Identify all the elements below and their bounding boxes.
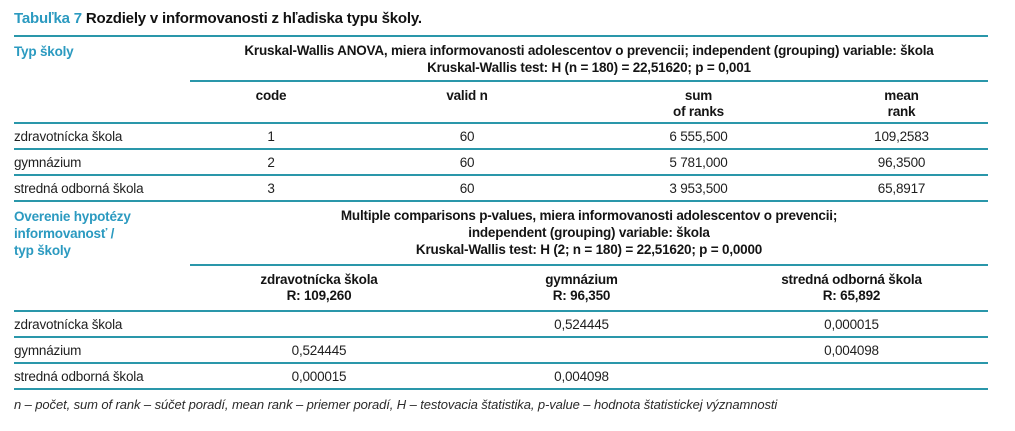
row-label: stredná odborná škola — [14, 175, 190, 202]
anova-column-header-row: code valid n sum of ranks mean rank — [14, 81, 988, 124]
table-row: stredná odborná škola 3 60 3 953,500 65,… — [14, 175, 988, 202]
mean-rank-cell: 96,3500 — [815, 149, 988, 176]
p-value-cell — [715, 363, 989, 390]
paper-page: Tabuľka 7 Rozdiely v informovanosti z hľ… — [14, 10, 1002, 412]
mean-rank-cell: 65,8917 — [815, 175, 988, 202]
table-footnote: n – počet, sum of rank – súčet poradí, m… — [14, 397, 778, 412]
posthoc-test-description: Multiple comparisons p-values, miera inf… — [190, 202, 989, 266]
posthoc-column-header-spacer — [14, 265, 190, 312]
row-label: stredná odborná škola — [14, 363, 190, 390]
posthoc-column-header-row: zdravotnícka škola R: 109,260 gymnázium … — [14, 265, 989, 312]
row-header-typ-skoly: Typ školy — [14, 44, 74, 59]
col-header-gymnazium: gymnázium R: 96,350 — [448, 265, 715, 312]
col-header-stredna-odborna-skola: stredná odborná škola R: 65,892 — [715, 265, 989, 312]
p-value-cell: 0,524445 — [448, 311, 715, 338]
p-value-cell: 0,004098 — [715, 337, 989, 364]
code-cell: 2 — [190, 149, 352, 176]
row-label: gymnázium — [14, 149, 190, 176]
col-header-valid-n: valid n — [352, 81, 582, 124]
anova-column-header-spacer — [14, 81, 190, 124]
table-row: stredná odborná škola 0,000015 0,004098 — [14, 363, 989, 390]
row-label: zdravotnícka škola — [14, 123, 190, 150]
posthoc-table: Overenie hypotézy informovanosť / typ šk… — [14, 202, 989, 390]
p-value-cell: 0,004098 — [448, 363, 715, 390]
p-value-cell: 0,524445 — [190, 337, 448, 364]
col-header-mean-rank: mean rank — [815, 81, 988, 124]
row-header-overenie-hypotezy: Overenie hypotézy informovanosť / typ šk… — [14, 209, 131, 258]
p-value-cell — [190, 311, 448, 338]
table-caption: Tabuľka 7 Rozdiely v informovanosti z hľ… — [14, 10, 1002, 27]
code-cell: 3 — [190, 175, 352, 202]
valid-n-cell: 60 — [352, 175, 582, 202]
row-label: gymnázium — [14, 337, 190, 364]
table-row: zdravotnícka škola 1 60 6 555,500 109,25… — [14, 123, 988, 150]
sum-of-ranks-cell: 5 781,000 — [582, 149, 815, 176]
valid-n-cell: 60 — [352, 123, 582, 150]
p-value-cell: 0,000015 — [715, 311, 989, 338]
sum-of-ranks-cell: 3 953,500 — [582, 175, 815, 202]
row-label: zdravotnícka škola — [14, 311, 190, 338]
posthoc-description-line1: Multiple comparisons p-values, miera inf… — [340, 208, 838, 223]
posthoc-description-line3: Kruskal-Wallis test: H (2; n = 180) = 22… — [415, 242, 763, 257]
mean-rank-cell: 109,2583 — [815, 123, 988, 150]
anova-test-description: Kruskal-Wallis ANOVA, miera informovanos… — [190, 36, 988, 82]
p-value-cell — [448, 337, 715, 364]
anova-description-line2: Kruskal-Wallis test: H (n = 180) = 22,51… — [427, 60, 751, 75]
code-cell: 1 — [190, 123, 352, 150]
anova-header-row: Typ školy Kruskal-Wallis ANOVA, miera in… — [14, 36, 988, 82]
col-header-zdravotnicka-skola: zdravotnícka škola R: 109,260 — [190, 265, 448, 312]
posthoc-description-line2: independent (grouping) variable: škola — [468, 225, 710, 240]
anova-description-line1: Kruskal-Wallis ANOVA, miera informovanos… — [244, 43, 934, 58]
posthoc-header-row: Overenie hypotézy informovanosť / typ šk… — [14, 202, 989, 266]
table-caption-number: Tabuľka 7 — [14, 10, 82, 27]
col-header-sum-of-ranks: sum of ranks — [582, 81, 815, 124]
p-value-cell: 0,000015 — [190, 363, 448, 390]
table-row: zdravotnícka škola 0,524445 0,000015 — [14, 311, 989, 338]
table-row: gymnázium 0,524445 0,004098 — [14, 337, 989, 364]
table-row: gymnázium 2 60 5 781,000 96,3500 — [14, 149, 988, 176]
anova-table: Typ školy Kruskal-Wallis ANOVA, miera in… — [14, 35, 988, 202]
valid-n-cell: 60 — [352, 149, 582, 176]
sum-of-ranks-cell: 6 555,500 — [582, 123, 815, 150]
col-header-code: code — [190, 81, 352, 124]
table-caption-text: Rozdiely v informovanosti z hľadiska typ… — [85, 10, 422, 27]
